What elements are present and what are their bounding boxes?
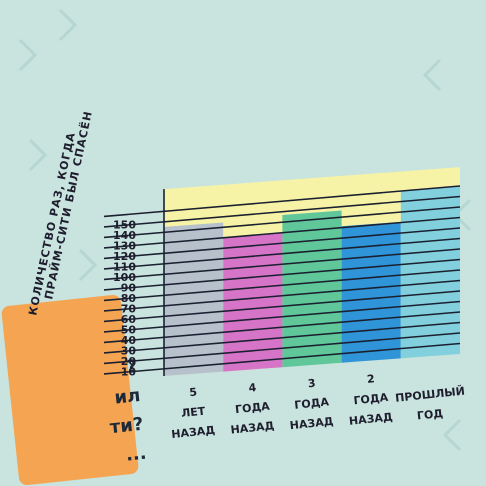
- bar: [164, 222, 224, 376]
- category-label: НАЗАД: [230, 419, 275, 437]
- y-tick-label: 120: [113, 250, 136, 263]
- category-label: ГОДА: [294, 395, 330, 412]
- category-label: ГОДА: [353, 391, 389, 408]
- category-label: НАЗАД: [348, 410, 393, 428]
- y-tick-label: 40: [121, 334, 137, 347]
- y-tick-label: 90: [121, 282, 137, 295]
- y-tick-label: 80: [121, 292, 137, 305]
- category-label: ГОДА: [235, 400, 271, 417]
- y-tick-label: 100: [113, 271, 136, 284]
- y-tick-label: 50: [121, 324, 137, 337]
- y-tick-label: 60: [121, 313, 137, 326]
- y-tick-label: 130: [113, 240, 136, 253]
- category-label: 3: [307, 377, 316, 391]
- category-label: ЛЕТ: [181, 405, 207, 421]
- y-tick-label: 10: [121, 366, 137, 379]
- category-label: 4: [248, 381, 257, 395]
- y-tick-label: 30: [121, 345, 137, 358]
- category-label: ГОД: [416, 407, 444, 423]
- y-tick-label: 70: [121, 303, 137, 316]
- category-label: 5: [189, 385, 198, 399]
- category-label: ПРОШЛЫЙ: [395, 385, 466, 405]
- y-tick-label: 20: [121, 355, 137, 368]
- y-tick-label: 150: [113, 219, 136, 232]
- y-tick-label: 110: [113, 261, 136, 274]
- y-tick-label: 140: [113, 229, 136, 242]
- category-label: 2: [366, 372, 375, 386]
- category-label: НАЗАД: [289, 415, 334, 433]
- category-label: НАЗАД: [171, 424, 216, 442]
- page: ? ил ти? ... 10 20 30 40 50 60 70 80 90 100 110 120…: [0, 8, 472, 486]
